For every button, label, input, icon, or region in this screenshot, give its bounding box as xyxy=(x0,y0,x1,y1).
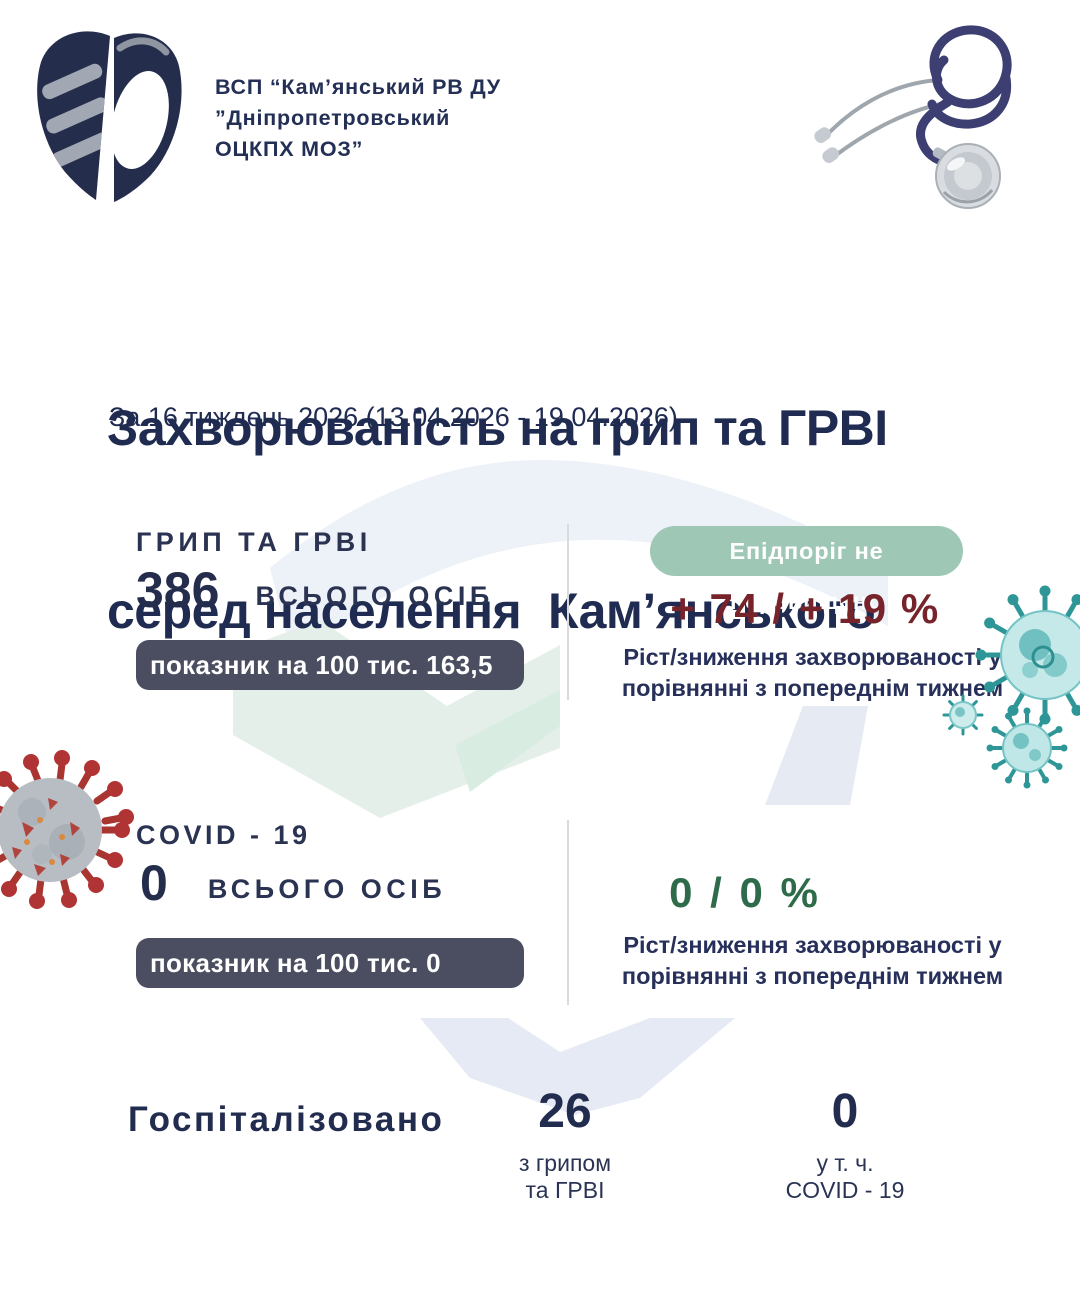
hospitalized-covid-caption: у т. ч. COVID - 19 xyxy=(745,1150,945,1204)
org-name: ВСП “Кам’янський РВ ДУ ”Дніпропетровськи… xyxy=(215,72,501,165)
hospitalized-covid-caption-line1: у т. ч. xyxy=(816,1150,874,1176)
org-name-line2: ”Дніпропетровський xyxy=(215,106,451,130)
flu-change-caption: Ріст/зниження захворюваності у порівнянн… xyxy=(615,642,1010,704)
covid-change-caption-line1: Ріст/зниження захворюваності у xyxy=(623,932,1002,958)
covid-total-label: ВСЬОГО ОСІБ xyxy=(207,874,447,904)
covid-total-row: 0 ВСЬОГО ОСІБ xyxy=(140,858,446,908)
org-name-line1: ВСП “Кам’янський РВ ДУ xyxy=(215,75,501,99)
flu-section-label: ГРИП ТА ГРВІ xyxy=(136,527,372,557)
covid-total: 0 xyxy=(140,855,168,911)
org-name-line3: ОЦКПХ МОЗ” xyxy=(215,137,364,161)
flu-section-divider xyxy=(567,524,569,700)
page-subtitle: За 16 тиждень 2026 (13.04.2026 - 19.04.2… xyxy=(109,402,678,432)
flu-rate-pill: показник на 100 тис. 163,5 xyxy=(136,640,524,690)
covid-section-divider xyxy=(567,820,569,1005)
hospitalized-label: Госпіталізовано xyxy=(128,1100,445,1139)
hospitalized-flu-caption: з грипом та ГРВІ xyxy=(470,1150,660,1204)
flu-total-label: ВСЬОГО ОСІБ xyxy=(255,581,494,611)
flu-change-caption-line1: Ріст/зниження захворюваності у xyxy=(623,644,1002,670)
covid-virus-icon xyxy=(0,750,134,909)
stethoscope-icon xyxy=(814,25,1012,209)
hospitalized-flu-caption-line1: з грипом xyxy=(518,1150,612,1176)
flu-change-value: + 74 / + 19 % xyxy=(670,585,940,632)
flu-virus-cluster-icon xyxy=(942,585,1080,789)
hospitalized-flu-caption-line2: та ГРВІ xyxy=(525,1177,605,1203)
covid-section-label: COVID - 19 xyxy=(136,820,311,850)
epidemic-threshold-badge: Епідпоріг не перевищено xyxy=(650,526,963,614)
hospitalized-flu-count: 26 xyxy=(538,1085,592,1138)
hospitalized-covid-caption-line2: COVID - 19 xyxy=(785,1177,905,1203)
org-logo-shield-icon xyxy=(37,31,182,202)
covid-rate-pill: показник на 100 тис. 0 xyxy=(136,938,524,988)
page-title-line2: серед населення Кам’янського xyxy=(107,583,876,639)
covid-change-caption-line2: порівнянні з попереднім тижнем xyxy=(621,963,1004,989)
flu-change-caption-line2: порівнянні з попереднім тижнем xyxy=(621,675,1004,701)
covid-change-caption: Ріст/зниження захворюваності у порівнянн… xyxy=(615,930,1010,992)
flu-total-row: 386 ВСЬОГО ОСІБ xyxy=(136,565,494,615)
page-title: Захворюваність на грип та ГРВІ серед нас… xyxy=(107,276,888,764)
flu-total: 386 xyxy=(136,562,220,618)
page-title-line1: Захворюваність на грип та ГРВІ xyxy=(107,400,888,456)
covid-change-value: 0 / 0 % xyxy=(669,869,821,916)
hospitalized-covid-count: 0 xyxy=(831,1085,859,1138)
